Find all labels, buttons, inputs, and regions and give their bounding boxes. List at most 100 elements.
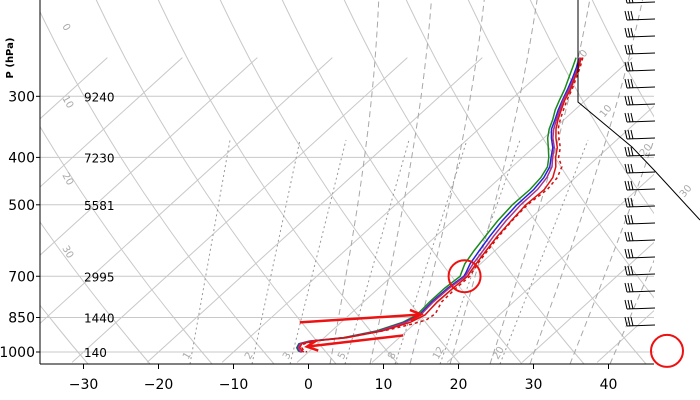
wind-barb-icon (624, 282, 656, 293)
moist-adiabat (409, 0, 485, 364)
isotherm-label: 30 (59, 244, 75, 261)
dry-adiabat (281, 0, 523, 364)
wind-barb-icon (624, 299, 656, 310)
mixing-ratio-label: 1 (181, 350, 194, 361)
annotation-arrow (299, 313, 422, 324)
mixing-ratio-label: 8 (386, 350, 399, 361)
x-tick-label: 0 (304, 377, 313, 393)
dry-adiabat (591, 0, 654, 118)
dry-adiabat (219, 0, 461, 364)
height-label: 5581 (84, 199, 115, 213)
wind-barb-icon (624, 248, 656, 259)
x-tick-label: −10 (219, 377, 249, 393)
dry-adiabat (467, 0, 654, 299)
y-tick-label: 1000 (0, 345, 35, 361)
moist-adiabat (449, 0, 538, 364)
mixing-ratio-label: 12 (431, 345, 447, 362)
isotherm-line (596, 309, 654, 363)
height-label: 2995 (84, 270, 115, 284)
wind-barb-icon (625, 0, 656, 4)
moist-adiabat (569, 137, 654, 364)
isotherm-line (521, 241, 654, 363)
height-label: 1440 (84, 311, 115, 325)
moist-adiabat (609, 259, 654, 364)
isotherm-line (296, 57, 633, 363)
dry-adiabat-label: 10 (598, 103, 615, 120)
height-label: 9240 (84, 90, 115, 104)
wind-barb-icon (624, 78, 656, 89)
dry-adiabat-label: 0 (578, 48, 591, 60)
wind-barb-icon (624, 61, 656, 72)
annotation-arrow (306, 334, 404, 348)
dry-adiabat (529, 0, 654, 215)
dry-adiabat (343, 0, 585, 364)
x-tick-label: 30 (525, 377, 543, 393)
isotherm-line (40, 57, 333, 325)
wind-barb-icon (624, 180, 656, 191)
isotherm-line (71, 57, 408, 363)
mixing-ratio-line (499, 139, 589, 364)
x-tick-label: −20 (144, 377, 174, 393)
isotherm-line (146, 57, 483, 363)
mixing-ratio-line (289, 139, 347, 364)
wind-barb-icon (624, 146, 656, 157)
wind-barb-icon (624, 95, 656, 106)
wind-barb-icon (624, 231, 656, 242)
x-tick-label: −30 (69, 377, 99, 393)
wind-barb-icon (624, 129, 656, 140)
wind-barb-icon (624, 112, 656, 123)
wind-barb-icon (624, 197, 656, 208)
annotation-layer (299, 259, 684, 368)
isotherm-line (221, 57, 558, 363)
annotation-circle (447, 259, 482, 294)
isotherm-line (40, 57, 258, 256)
dry-adiabat-label: 30 (678, 183, 695, 200)
height-label: 140 (84, 346, 107, 360)
wind-barb-icon (624, 27, 656, 38)
mixing-ratio-label: 2 (243, 350, 256, 361)
dry-adiabat (40, 125, 213, 364)
series-layer (295, 57, 584, 353)
dry-adiabat (653, 0, 654, 1)
mixing-ratio-label: 20 (491, 345, 507, 362)
isotherm-line (446, 173, 654, 363)
isotherm-line (40, 57, 108, 120)
y-tick-label: 500 (8, 198, 35, 214)
y-tick-label: 850 (8, 310, 35, 326)
isotherm-label: 20 (59, 171, 75, 188)
dry-adiabat (157, 0, 399, 364)
y-tick-label: 700 (8, 269, 35, 285)
dry-adiabat (40, 221, 151, 364)
wind-barb-icon (624, 316, 656, 327)
wind-barb-icon (624, 44, 656, 55)
y-tick-label: 300 (8, 89, 35, 105)
annotation-arrowhead (409, 308, 424, 322)
mixing-ratio-line (251, 139, 301, 364)
x-tick-label: 40 (600, 377, 618, 393)
wind-barbs (624, 0, 656, 327)
mixing-ratio-line (394, 139, 468, 364)
wind-barb-icon (624, 10, 656, 21)
annotation-circle (650, 333, 684, 368)
isotherm-line (40, 57, 183, 188)
x-tick-label: 10 (375, 377, 393, 393)
wind-barb-icon (624, 214, 656, 225)
dry-adiabat (40, 10, 275, 364)
x-tick-label: 20 (450, 377, 468, 393)
height-label: 7230 (84, 151, 115, 165)
mixing-ratio-label: 5 (336, 350, 349, 361)
wind-panel-border (577, 0, 700, 221)
moist-adiabat (329, 0, 380, 364)
dry-adiabat (95, 0, 337, 364)
mixing-ratio-line (344, 139, 410, 364)
y-tick-label: 400 (8, 150, 35, 166)
mixing-ratio-label: 3 (281, 350, 294, 361)
wind-barb-icon (624, 265, 656, 276)
mixing-ratio-line (439, 139, 521, 364)
y-axis-label: P (hPa) (5, 38, 16, 79)
mixing-ratio-line (189, 139, 231, 364)
moist-adiabat (369, 0, 432, 364)
